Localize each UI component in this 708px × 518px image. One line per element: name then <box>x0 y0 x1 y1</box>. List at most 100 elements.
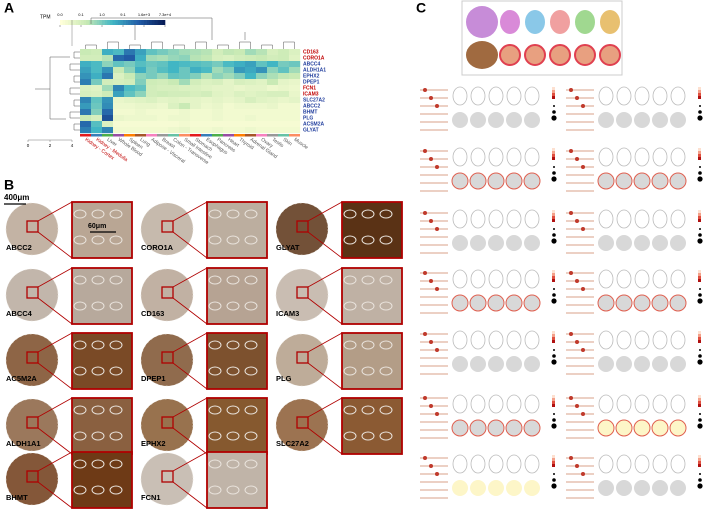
umap <box>452 330 468 350</box>
zoom-lines <box>307 201 343 259</box>
spot <box>524 112 540 128</box>
gene-label: CORO1A <box>141 243 174 252</box>
heatmap-cell <box>234 49 246 56</box>
gland <box>91 209 105 219</box>
heatmap-cell <box>289 115 301 122</box>
colorbar <box>698 96 701 99</box>
dot <box>429 157 433 161</box>
colorbar <box>552 210 555 213</box>
roi-box <box>296 351 309 364</box>
gland <box>208 431 222 441</box>
heatmap-cell <box>245 109 257 116</box>
heatmap-cell <box>168 121 180 128</box>
size-key <box>697 115 703 121</box>
row-label: ABCC4 <box>303 61 320 67</box>
heatmap-cell <box>157 61 169 68</box>
spot-overview <box>499 44 521 66</box>
heatmap-cell <box>135 73 147 80</box>
heatmap-cell <box>212 97 224 104</box>
heatmap-cell <box>278 109 290 116</box>
heatmap-cell <box>190 61 202 68</box>
heatmap-cell <box>135 55 147 62</box>
spot <box>669 294 687 312</box>
colorbar <box>698 87 701 90</box>
gland <box>208 340 222 350</box>
heatmap-cell <box>179 55 191 62</box>
heatmap-cell <box>190 85 202 92</box>
dot <box>581 348 585 352</box>
heatmap-cell <box>113 109 125 116</box>
heatmap-cell <box>179 67 191 74</box>
umap <box>524 209 540 229</box>
spot <box>616 112 632 128</box>
spot <box>669 419 687 437</box>
heatmap-cell <box>212 109 224 116</box>
umap <box>524 454 540 474</box>
dot <box>435 227 439 231</box>
colorbar <box>698 148 701 151</box>
heatmap-cell <box>146 61 158 68</box>
heatmap-cell <box>223 97 235 104</box>
heatmap-cell <box>245 121 257 128</box>
spot <box>633 294 651 312</box>
roi-box <box>26 286 39 299</box>
umap <box>670 147 686 167</box>
heatmap-cell <box>223 121 235 128</box>
umap-overview <box>466 6 498 38</box>
umap <box>634 269 650 289</box>
heatmap-cell <box>201 97 213 104</box>
spot <box>470 235 486 251</box>
gland <box>379 275 393 285</box>
heatmap-cell <box>157 109 169 116</box>
spot <box>598 235 614 251</box>
spot <box>506 235 522 251</box>
colorbar <box>552 219 555 222</box>
heatmap-cell <box>245 103 257 110</box>
heatmap-cell <box>223 61 235 68</box>
umap <box>452 394 468 414</box>
colorbar-step <box>130 20 134 25</box>
size-key <box>552 418 556 422</box>
heatmap-cell <box>212 73 224 80</box>
heatmap-cell <box>113 85 125 92</box>
colorbar-step <box>149 20 153 25</box>
colorbar <box>552 337 555 340</box>
spot <box>452 356 468 372</box>
heatmap-cell <box>146 103 158 110</box>
heatmap-cell <box>102 49 114 56</box>
column-color-tag <box>124 134 135 137</box>
row-label: CD163 <box>303 49 319 55</box>
heatmap-cell <box>80 109 92 116</box>
heatmap-cell <box>223 79 235 86</box>
dot <box>581 227 585 231</box>
spot <box>616 235 632 251</box>
spot <box>652 112 668 128</box>
zoom-lines <box>307 267 343 325</box>
column-color-tag <box>102 134 113 137</box>
heatmap-cell <box>289 121 301 128</box>
colorbar <box>552 87 555 90</box>
heatmap-cell <box>146 115 158 122</box>
spot <box>452 480 468 496</box>
colorbar-step <box>154 20 158 25</box>
umap <box>488 147 504 167</box>
dot <box>581 104 585 108</box>
dot <box>429 96 433 100</box>
row-label: GLYAT <box>303 127 319 133</box>
heatmap-cell <box>278 79 290 86</box>
colorbar-step <box>107 20 111 25</box>
umap <box>598 330 614 350</box>
gland <box>208 405 222 415</box>
heatmap-cell <box>80 103 92 110</box>
heatmap-cell <box>256 49 268 56</box>
heatmap-cell <box>256 55 268 62</box>
gene-label: SLC27A2 <box>276 439 309 448</box>
heatmap-cell <box>146 79 158 86</box>
size-key <box>553 413 555 415</box>
size-key <box>553 473 555 475</box>
colorbar <box>552 157 555 160</box>
heatmap-cell <box>212 55 224 62</box>
gene-label: DPEP1 <box>141 374 166 383</box>
heatmap-cell <box>289 49 301 56</box>
